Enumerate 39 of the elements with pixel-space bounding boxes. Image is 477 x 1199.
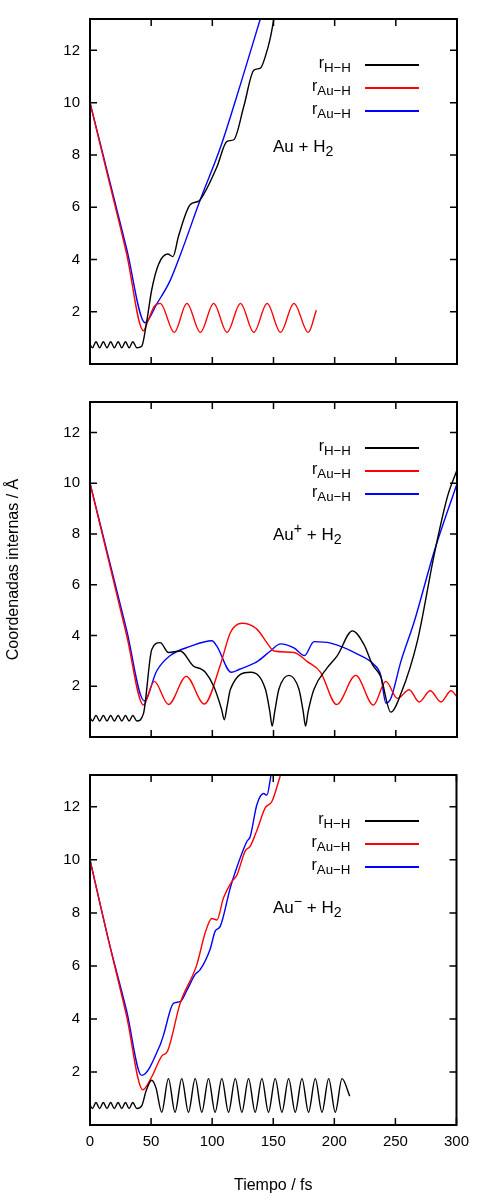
annotation: Au + H$_{2}$ <box>273 137 334 160</box>
x-tick-label: 250 <box>382 1132 408 1150</box>
legend-label: r$_{H−H}$ <box>318 53 351 76</box>
legend-label: r$_{Au−H}$ <box>311 832 351 855</box>
y-tick-label: 6 <box>71 197 80 215</box>
annotation: Au$^{−}$ + H$_{2}$ <box>273 893 342 921</box>
y-tick-label: 10 <box>63 473 80 491</box>
x-axis-title: Tiempo / fs <box>233 1175 313 1193</box>
y-tick-label: 12 <box>63 796 80 814</box>
y-tick-label: 8 <box>71 145 80 163</box>
y-tick-label: 4 <box>71 1009 80 1027</box>
x-tick-label: 100 <box>199 1132 225 1150</box>
legend-label: r$_{Au−H}$ <box>311 855 351 878</box>
y-axis-title: Coordenadas internas / Å <box>3 478 22 661</box>
y-tick-label: 12 <box>63 422 80 440</box>
x-tick-label: 200 <box>321 1132 347 1150</box>
y-tick-label: 2 <box>71 1062 80 1080</box>
legend-label: r$_{H−H}$ <box>318 436 351 459</box>
y-tick-label: 8 <box>71 903 80 921</box>
legend-label: r$_{Au−H}$ <box>311 99 351 122</box>
y-tick-label: 4 <box>71 249 80 267</box>
y-tick-label: 2 <box>71 676 80 694</box>
y-tick-label: 6 <box>71 956 80 974</box>
y-tick-label: 10 <box>63 849 80 867</box>
x-tick-label: 150 <box>260 1132 286 1150</box>
y-tick-label: 8 <box>71 524 80 542</box>
y-tick-label: 4 <box>71 625 80 643</box>
legend-label: r$_{Au−H}$ <box>311 459 351 482</box>
y-tick-label: 6 <box>71 574 80 592</box>
legend-label: r$_{Au−H}$ <box>311 76 351 99</box>
legend-label: r$_{H−H}$ <box>318 809 351 832</box>
x-tick-label: 50 <box>142 1132 160 1150</box>
x-tick-label: 0 <box>85 1132 95 1150</box>
y-tick-label: 12 <box>63 40 80 58</box>
x-tick-label: 300 <box>443 1132 469 1150</box>
y-tick-label: 10 <box>63 92 80 110</box>
legend-label: r$_{Au−H}$ <box>311 482 351 505</box>
y-tick-label: 2 <box>71 301 80 319</box>
annotation: Au$^{+}$ + H$_{2}$ <box>273 520 342 548</box>
